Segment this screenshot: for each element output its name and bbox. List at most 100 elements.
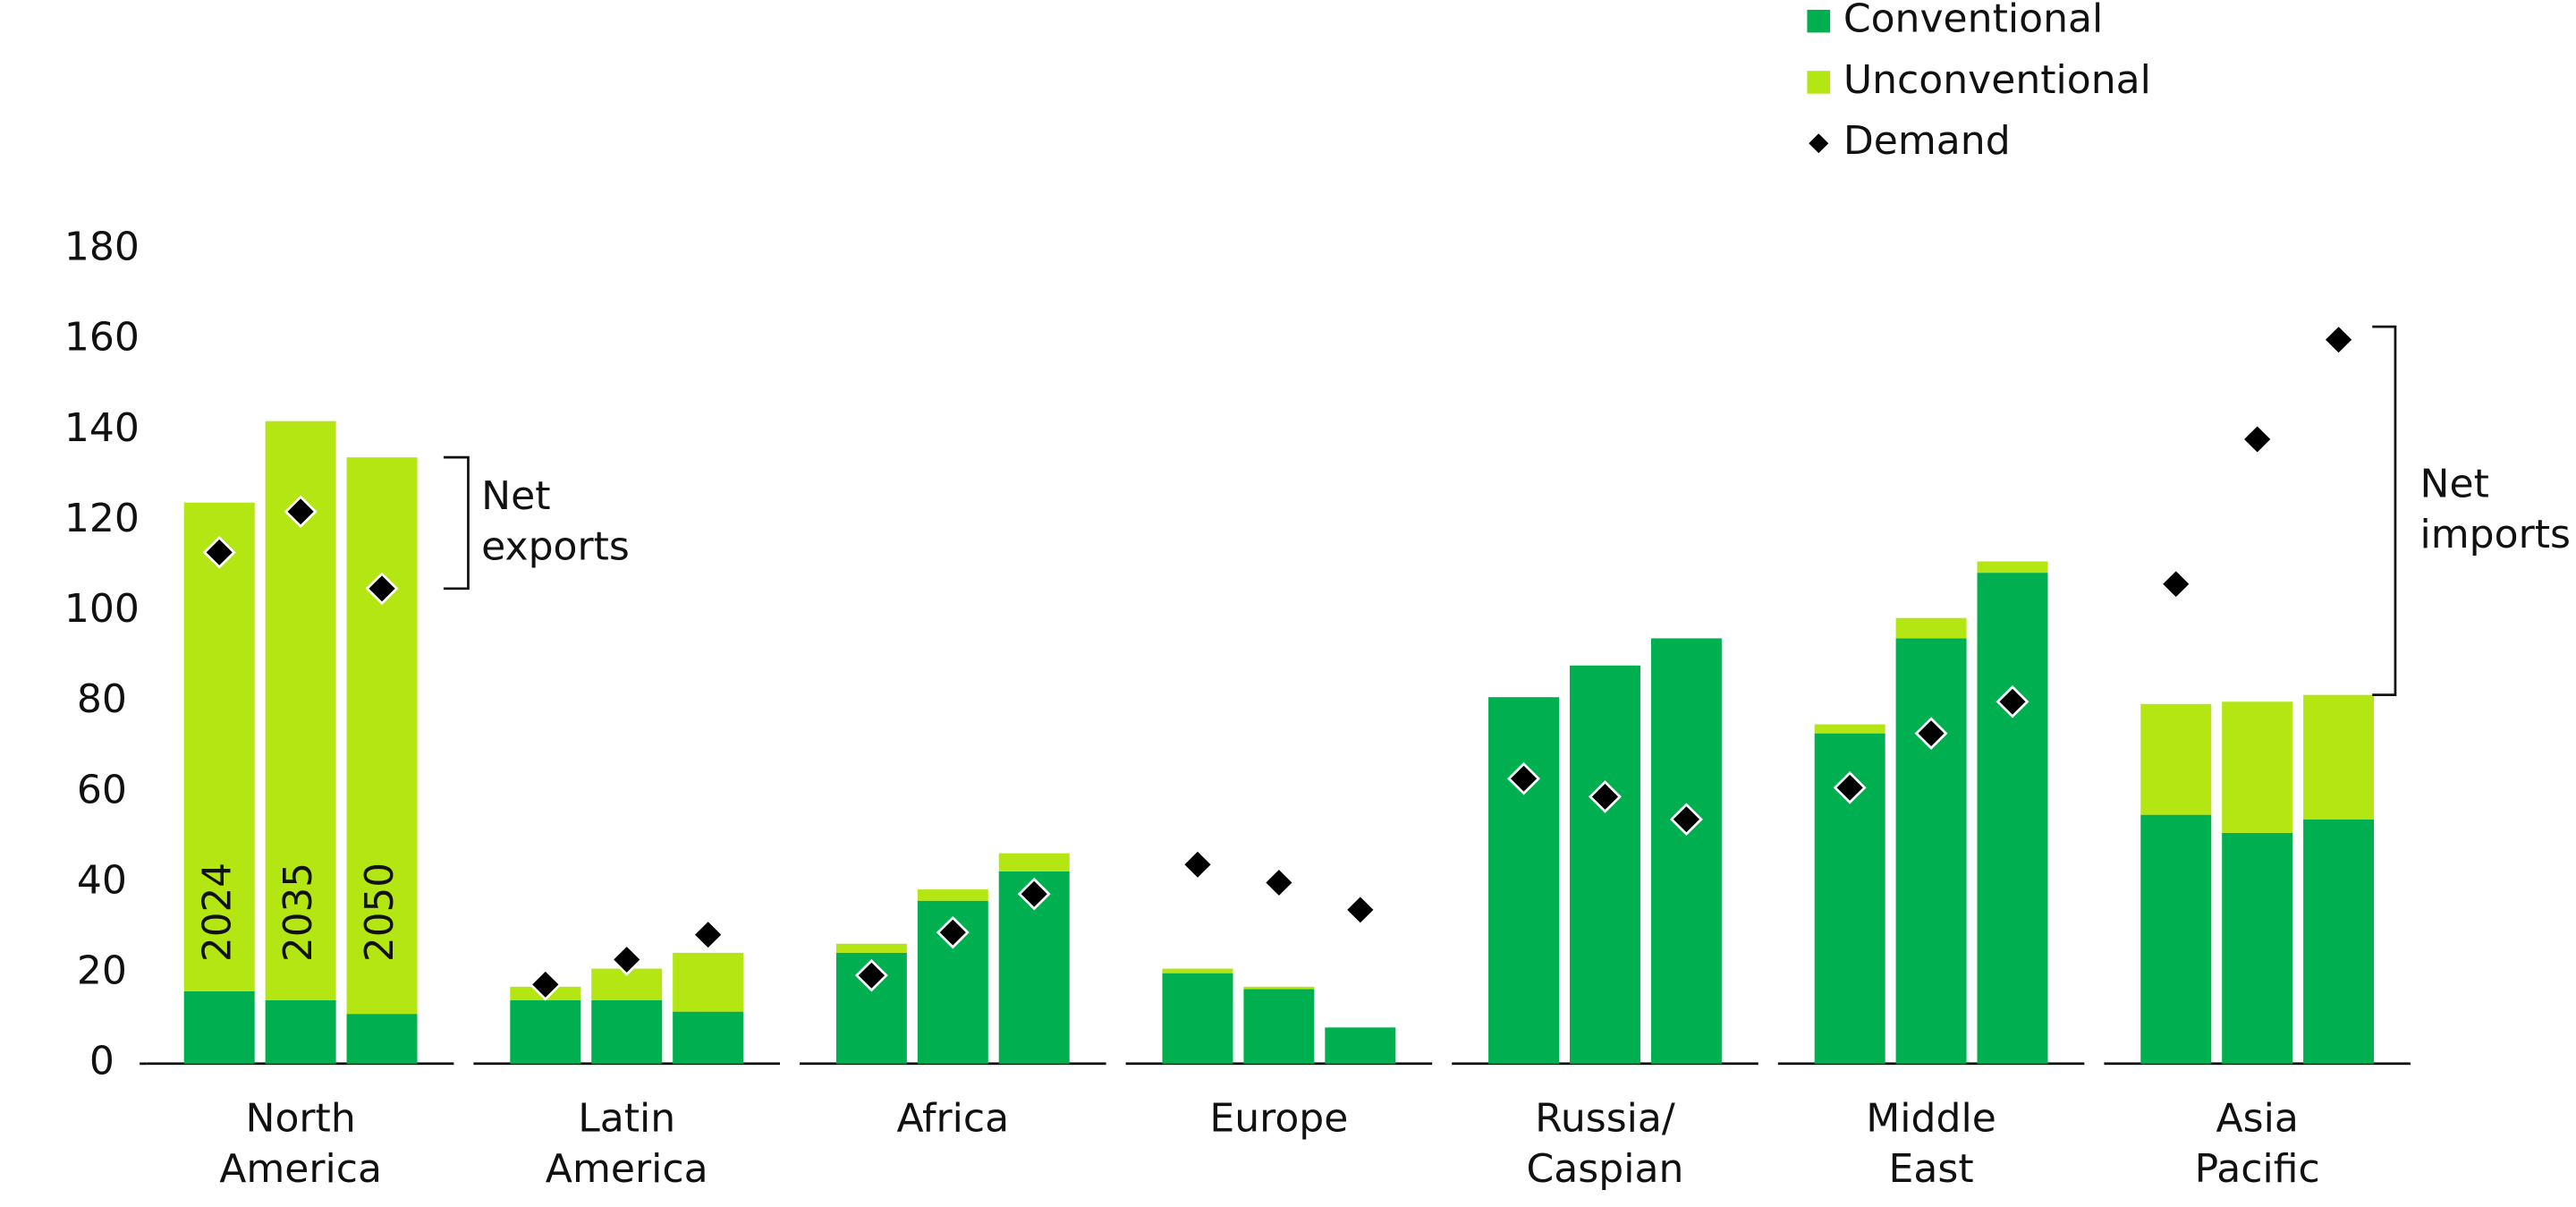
x-tick-label-line: Pacific	[2195, 1146, 2320, 1192]
bar-segment	[1814, 724, 1885, 734]
bar-segment	[2222, 832, 2293, 1064]
legend-swatch	[1807, 71, 1831, 94]
annotation-line: Net	[481, 473, 550, 519]
annotation: Net exports	[481, 473, 630, 569]
x-tick-label-line: Latin	[578, 1096, 675, 1142]
legend-label: Conventional	[1843, 0, 2103, 42]
x-tick-label-line: America	[546, 1146, 708, 1192]
x-tick-label-line: East	[1889, 1146, 1974, 1192]
y-tick-label: 20	[77, 948, 127, 994]
demand-marker	[1507, 761, 1541, 795]
demand-marker	[2241, 422, 2275, 456]
bar-segment	[346, 1014, 418, 1064]
x-tick-label-line: Africa	[896, 1096, 1009, 1142]
demand-marker	[529, 967, 563, 1001]
x-tick-label: Asia Pacific	[2195, 1096, 2320, 1192]
legend-swatch	[1807, 9, 1831, 33]
demand-marker	[1833, 771, 1867, 804]
x-tick-label-line: Middle	[1866, 1096, 1996, 1142]
y-tick-label: 40	[77, 858, 127, 904]
bar-segment	[1977, 573, 2048, 1064]
bar-segment	[2303, 819, 2375, 1064]
legend-label: Unconventional	[1843, 57, 2151, 103]
annotation: Net imports	[2420, 462, 2571, 557]
demand-marker	[2159, 567, 2193, 601]
year-label: 2050	[357, 863, 402, 962]
demand-marker	[2322, 323, 2356, 356]
x-tick-label-line: Russia/	[1535, 1096, 1675, 1142]
y-tick-label: 180	[64, 225, 140, 270]
demand-marker	[1017, 877, 1051, 911]
bracket	[443, 455, 470, 591]
demand-marker	[1996, 684, 2029, 718]
y-tick-label: 120	[64, 496, 140, 541]
bar-segment	[346, 457, 418, 1015]
bar-segment	[1243, 986, 1315, 990]
bar-segment	[2140, 703, 2212, 815]
x-tick-label-line: North	[245, 1096, 355, 1142]
bar-segment	[2140, 814, 2212, 1064]
bar-segment	[1488, 697, 1560, 1064]
demand-marker	[610, 943, 644, 976]
demand-marker	[1343, 893, 1377, 927]
demand-marker	[854, 958, 888, 992]
bracket	[2372, 325, 2397, 697]
bar-segment	[1162, 973, 1233, 1064]
x-tick-label: North America	[219, 1096, 382, 1192]
annotation-line: Net	[2420, 462, 2489, 507]
annotation-line: imports	[2420, 512, 2571, 557]
year-label: 2035	[275, 863, 321, 962]
bar-segment	[917, 889, 988, 901]
year-label: 2024	[194, 863, 240, 962]
annotation-line: exports	[481, 524, 630, 570]
bar-segment	[510, 999, 581, 1064]
demand-marker	[202, 536, 236, 569]
demand-marker	[365, 572, 399, 606]
x-tick-label-line: Caspian	[1527, 1146, 1684, 1192]
y-tick-label: 100	[64, 586, 140, 632]
bar-segment	[1650, 638, 1722, 1064]
demand-marker	[691, 918, 725, 951]
bar-segment	[183, 502, 255, 991]
bar-segment	[2303, 694, 2375, 820]
demand-marker	[936, 915, 970, 949]
x-tick-label-line: Asia	[2216, 1096, 2298, 1142]
demand-marker	[1914, 717, 1948, 750]
bar-segment	[591, 999, 663, 1064]
x-tick-label: Middle East	[1866, 1096, 1996, 1192]
bar-segment	[1325, 1027, 1396, 1064]
x-tick-label: Russia/Caspian	[1527, 1096, 1684, 1192]
x-tick-label-line: Europe	[1209, 1096, 1348, 1142]
y-tick-label: 80	[77, 676, 127, 722]
legend-marker	[1809, 133, 1829, 154]
bar-segment	[1570, 665, 1640, 1064]
bar-segment	[673, 952, 744, 1012]
bar-segment	[265, 999, 336, 1064]
bar-segment	[835, 943, 907, 953]
x-tick-label: Africa	[896, 1096, 1009, 1142]
bar-segment	[673, 1011, 744, 1064]
y-tick-label: 60	[77, 768, 127, 813]
x-tick-label: Latin America	[546, 1096, 708, 1192]
demand-marker	[284, 495, 318, 529]
demand-marker	[1589, 780, 1622, 813]
y-tick-label: 160	[64, 315, 140, 361]
bar-segment	[183, 990, 255, 1064]
bar-segment	[1243, 989, 1315, 1064]
y-tick-label: 140	[64, 405, 140, 451]
bar-segment	[1977, 561, 2048, 574]
legend-label: Demand	[1843, 118, 2011, 164]
x-tick-label-line: America	[219, 1146, 382, 1192]
bar-segment	[1895, 617, 1967, 639]
y-tick-label: 0	[89, 1039, 114, 1084]
bar-segment	[2222, 701, 2293, 833]
demand-marker	[1669, 803, 1703, 837]
demand-marker	[1262, 866, 1296, 899]
x-tick-label: Europe	[1209, 1096, 1348, 1142]
bar-segment	[998, 853, 1070, 871]
demand-marker	[1181, 847, 1215, 881]
bar-segment	[1895, 638, 1967, 1064]
bar-segment	[1162, 968, 1233, 973]
